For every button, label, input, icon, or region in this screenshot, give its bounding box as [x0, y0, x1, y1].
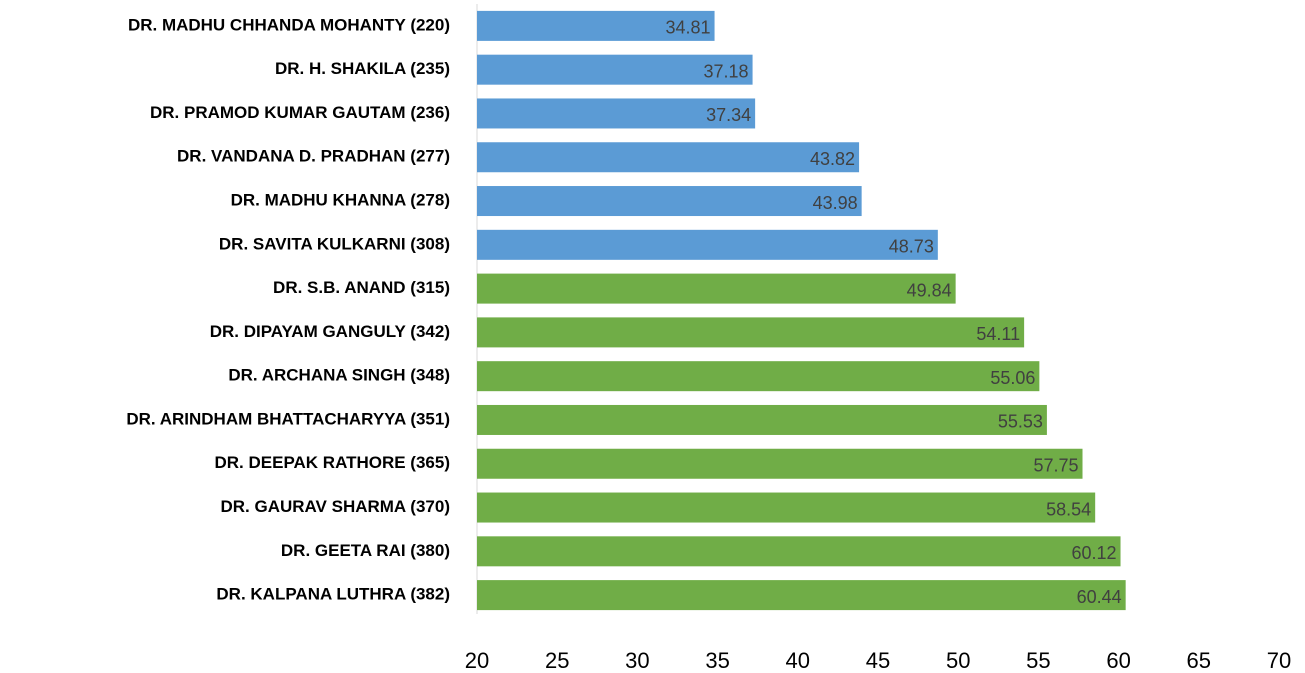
value-label: 43.82: [810, 149, 855, 169]
value-label: 60.12: [1071, 543, 1116, 563]
y-tick-label: DR. DIPAYAM GANGULY (342): [210, 322, 450, 341]
bar: [477, 142, 860, 173]
x-tick-label: 45: [866, 648, 890, 673]
value-label: 54.11: [976, 324, 1020, 344]
value-label: 48.73: [889, 237, 934, 257]
y-tick-label: DR. H. SHAKILA (235): [275, 59, 450, 78]
y-tick-label: DR. KALPANA LUTHRA (382): [216, 585, 450, 604]
x-tick-label: 40: [786, 648, 810, 673]
value-label: 43.98: [813, 193, 858, 213]
y-tick-label: DR. GEETA RAI (380): [281, 541, 450, 560]
bar: [477, 186, 862, 217]
value-label: 57.75: [1033, 456, 1078, 476]
value-label: 58.54: [1046, 499, 1091, 519]
y-tick-label: DR. PRAMOD KUMAR GAUTAM (236): [150, 103, 450, 122]
bar: [477, 580, 1126, 611]
x-tick-label: 20: [465, 648, 489, 673]
y-tick-label: DR. MADHU CHHANDA MOHANTY (220): [128, 15, 450, 34]
y-tick-label: DR. SAVITA KULKARNI (308): [219, 234, 450, 253]
y-tick-label: DR. ARINDHAM BHATTACHARYYA (351): [126, 409, 450, 428]
x-tick-label: 25: [545, 648, 569, 673]
bar: [477, 404, 1047, 435]
bar: [477, 10, 715, 41]
bar: [477, 273, 956, 304]
y-tick-label: DR. VANDANA D. PRADHAN (277): [177, 147, 450, 166]
bar: [477, 98, 756, 129]
x-tick-label: 55: [1026, 648, 1050, 673]
y-tick-label: DR. ARCHANA SINGH (348): [228, 366, 450, 385]
x-tick-label: 30: [625, 648, 649, 673]
y-tick-label: DR. DEEPAK RATHORE (365): [214, 453, 450, 472]
bar: [477, 317, 1025, 348]
value-label: 49.84: [907, 280, 952, 300]
bar: [477, 448, 1083, 479]
y-tick-label: DR. S.B. ANAND (315): [273, 278, 450, 297]
value-label: 55.06: [990, 368, 1035, 388]
y-tick-label: DR. MADHU KHANNA (278): [231, 191, 450, 210]
x-tick-label: 60: [1106, 648, 1130, 673]
bar: [477, 54, 753, 85]
bar: [477, 229, 938, 260]
bar: [477, 361, 1040, 392]
value-label: 60.44: [1077, 587, 1122, 607]
bar: [477, 536, 1121, 567]
value-label: 37.18: [704, 61, 749, 81]
bar: [477, 492, 1096, 523]
value-label: 34.81: [666, 18, 711, 38]
value-label: 37.34: [706, 105, 751, 125]
value-label: 55.53: [998, 412, 1043, 432]
y-tick-label: DR. GAURAV SHARMA (370): [220, 497, 450, 516]
x-tick-label: 35: [705, 648, 729, 673]
x-tick-label: 50: [946, 648, 970, 673]
x-tick-label: 70: [1267, 648, 1291, 673]
x-tick-label: 65: [1187, 648, 1211, 673]
